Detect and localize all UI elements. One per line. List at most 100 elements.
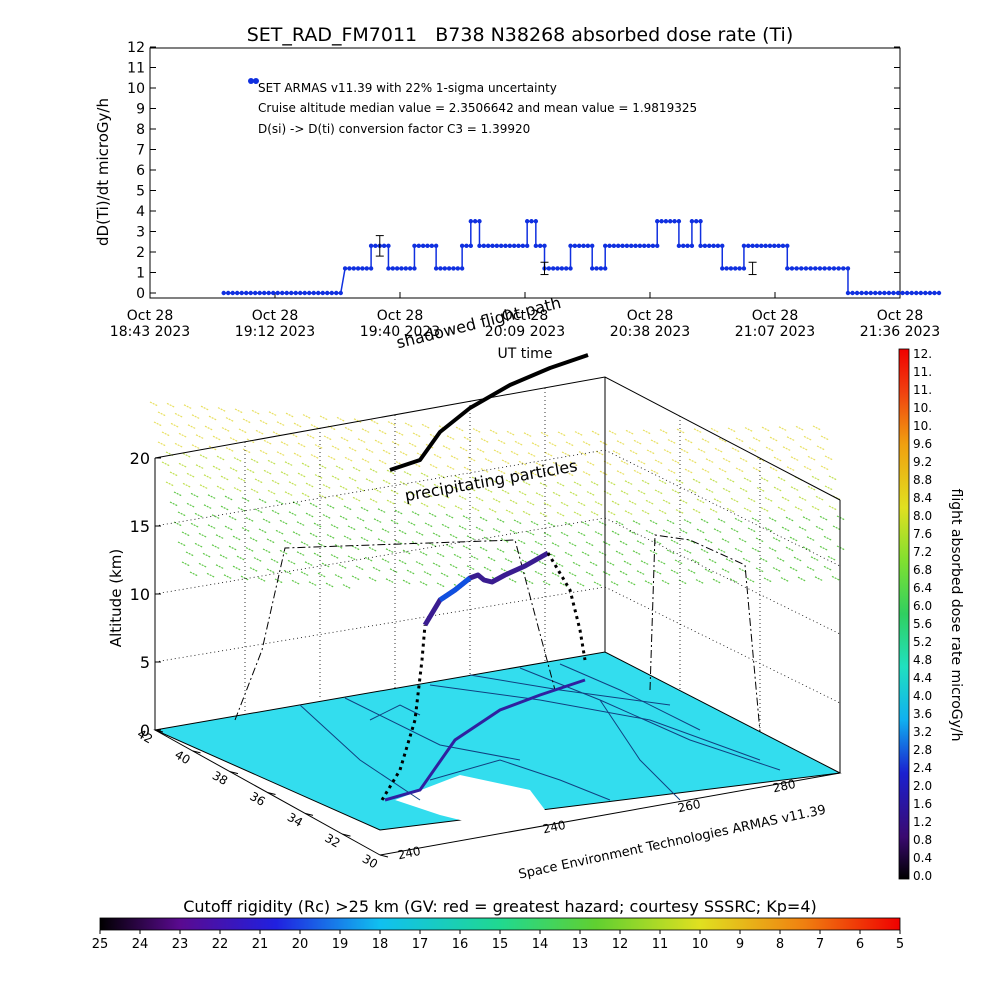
data-point [589,243,595,249]
particle-mark [234,408,244,414]
data-point [895,290,901,296]
particle-mark [419,551,429,557]
particle-mark [744,427,754,433]
particle-mark [479,516,489,522]
particle-mark [237,477,247,483]
particle-mark [577,501,587,507]
data-point [503,243,508,249]
particle-mark [752,437,762,443]
particle-mark [306,434,316,440]
colorbar-right-tick: 7.6 [913,527,932,541]
particle-mark [742,557,752,563]
particle-mark [268,411,278,417]
particle-mark [786,436,796,442]
particle-mark [786,466,796,472]
particle-mark [395,431,405,437]
particle-mark [581,521,591,527]
colorbar-bottom-tick: 14 [532,937,549,952]
particle-mark [525,579,535,585]
particle-mark [317,572,327,578]
data-point [403,266,408,271]
data-point [576,243,582,249]
particle-mark [276,451,286,457]
particle-mark [747,527,757,533]
particle-mark [676,428,686,434]
particle-mark [319,415,329,421]
particle-mark [360,536,370,542]
legend-marker [253,78,259,84]
particle-mark [424,492,434,498]
data-point [572,243,578,249]
data-point [611,243,617,249]
particle-mark [628,530,638,536]
particle-mark [457,573,467,579]
particle-mark [552,461,562,467]
particle-mark [369,498,379,504]
particle-mark [828,505,838,511]
particle-mark [557,431,567,437]
particle-mark [449,563,459,569]
particle-mark [704,538,714,544]
particle-mark [437,473,447,479]
particle-mark [772,567,782,573]
particle-mark [398,559,408,565]
particle-mark [487,556,497,562]
particle-mark [593,581,603,587]
data-point [485,243,491,249]
particle-mark [667,469,677,475]
particle-mark [548,471,558,477]
particle-mark [489,429,499,435]
particle-mark [488,478,498,484]
data-point [455,266,461,271]
particle-mark [236,555,246,561]
particle-mark [565,441,575,447]
particle-mark [187,424,197,430]
data-point [845,290,851,296]
particle-mark [530,550,540,556]
particle-mark [684,438,694,444]
particle-mark [437,503,447,509]
particle-mark [589,561,599,567]
particle-mark [815,495,825,501]
altitude-tick-label: 20 [130,449,150,468]
data-point [616,243,621,249]
particle-mark [351,575,361,581]
particle-mark [590,481,600,487]
colorbar-bottom-tick: 16 [452,937,469,952]
particle-mark [228,545,238,551]
particle-mark [704,568,714,574]
data-point [702,243,708,249]
particle-mark [671,489,681,495]
particle-mark [764,527,774,533]
particle-mark [492,528,502,534]
particle-mark [828,475,838,481]
particle-mark [202,552,212,558]
x-tick-time: 20:38 2023 [610,324,690,340]
particle-mark [177,511,187,517]
particle-mark [727,427,737,433]
particle-mark [276,421,286,427]
particle-mark [556,511,566,517]
particle-mark [373,488,383,494]
particle-mark [653,539,663,545]
particle-mark [186,502,196,508]
particle-mark [501,489,511,495]
data-point [900,290,905,296]
particle-mark [318,464,328,470]
particle-mark [283,539,293,545]
particle-mark [344,456,354,462]
data-point [468,243,474,249]
colorbar-right-tick: 6.0 [913,599,932,613]
particle-mark [659,429,669,435]
particle-mark [229,467,239,473]
particle-mark [721,538,731,544]
particle-mark [708,558,718,564]
data-point [808,266,813,271]
particle-mark [415,561,425,567]
y-tick-label: 0 [136,286,145,302]
colorbar-bottom-tick: 18 [372,937,389,952]
particle-mark [177,541,187,547]
particle-mark [339,515,349,521]
particle-mark [399,451,409,457]
